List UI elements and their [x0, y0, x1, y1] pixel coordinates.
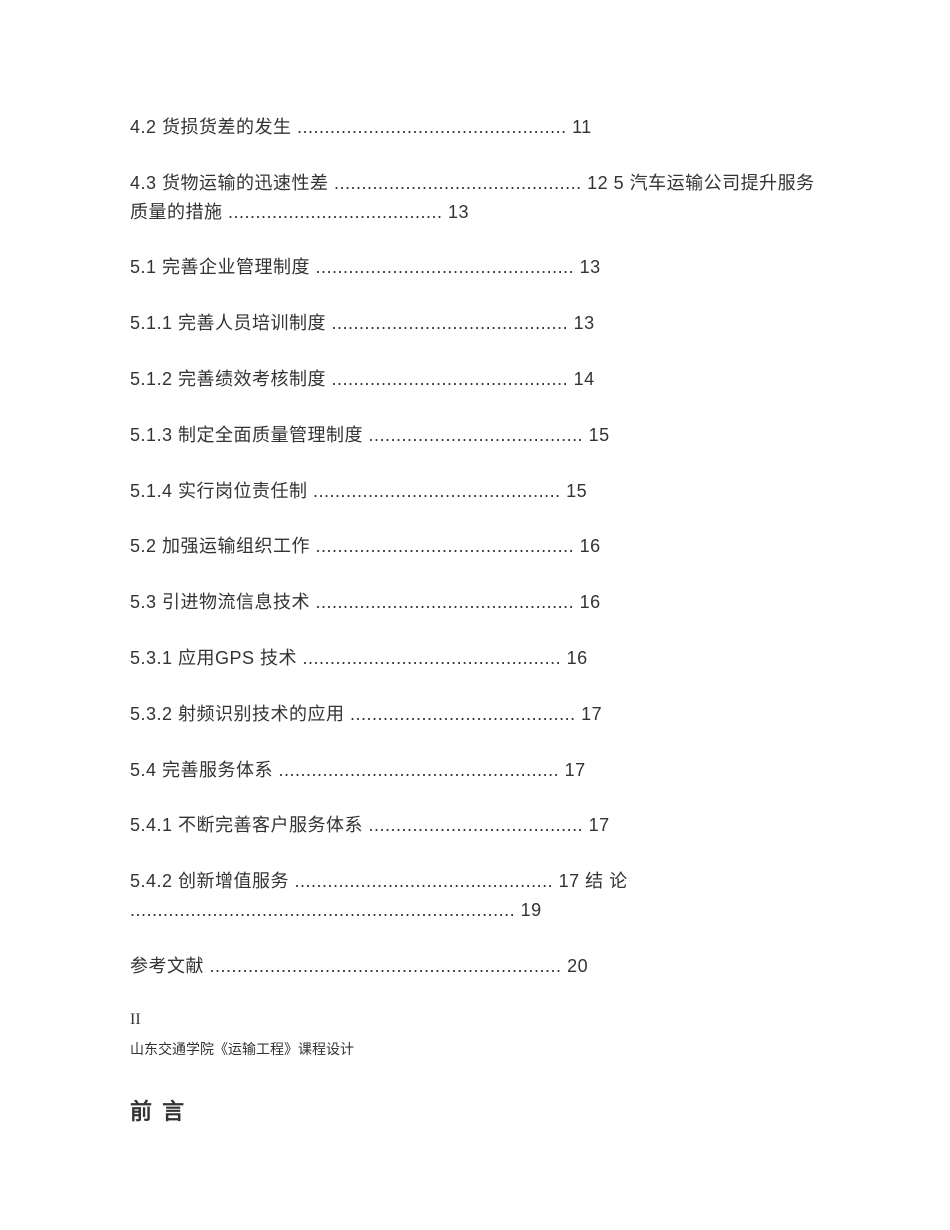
toc-entry: 5.1.2 完善绩效考核制度 .........................…	[130, 365, 820, 394]
toc-entry: 5.1.4 实行岗位责任制 ..........................…	[130, 477, 820, 506]
toc-entry: 5.1.3 制定全面质量管理制度 .......................…	[130, 421, 820, 450]
section-heading: 前 言	[130, 1094, 820, 1126]
toc-entry: 5.3.1 应用GPS 技术 .........................…	[130, 644, 820, 673]
toc-entry: 5.4.2 创新增值服务 ...........................…	[130, 867, 820, 925]
toc-entry: 5.3 引进物流信息技术 ...........................…	[130, 588, 820, 617]
toc-entry: 5.3.2 射频识别技术的应用 ........................…	[130, 700, 820, 729]
toc-entry: 5.1.1 完善人员培训制度 .........................…	[130, 309, 820, 338]
toc-entry: 参考文献 ...................................…	[130, 952, 820, 981]
footer-text: 山东交通学院《运输工程》课程设计	[130, 1039, 820, 1059]
toc-entry: 5.1 完善企业管理制度 ...........................…	[130, 253, 820, 282]
toc-entry: 5.2 加强运输组织工作 ...........................…	[130, 532, 820, 561]
page-number: II	[130, 1011, 820, 1029]
toc-entry: 5.4 完善服务体系 .............................…	[130, 756, 820, 785]
toc-entry: 5.4.1 不断完善客户服务体系 .......................…	[130, 811, 820, 840]
toc-entry: 4.2 货损货差的发生 ............................…	[130, 113, 820, 142]
toc-entry: 4.3 货物运输的迅速性差 ..........................…	[130, 169, 820, 227]
